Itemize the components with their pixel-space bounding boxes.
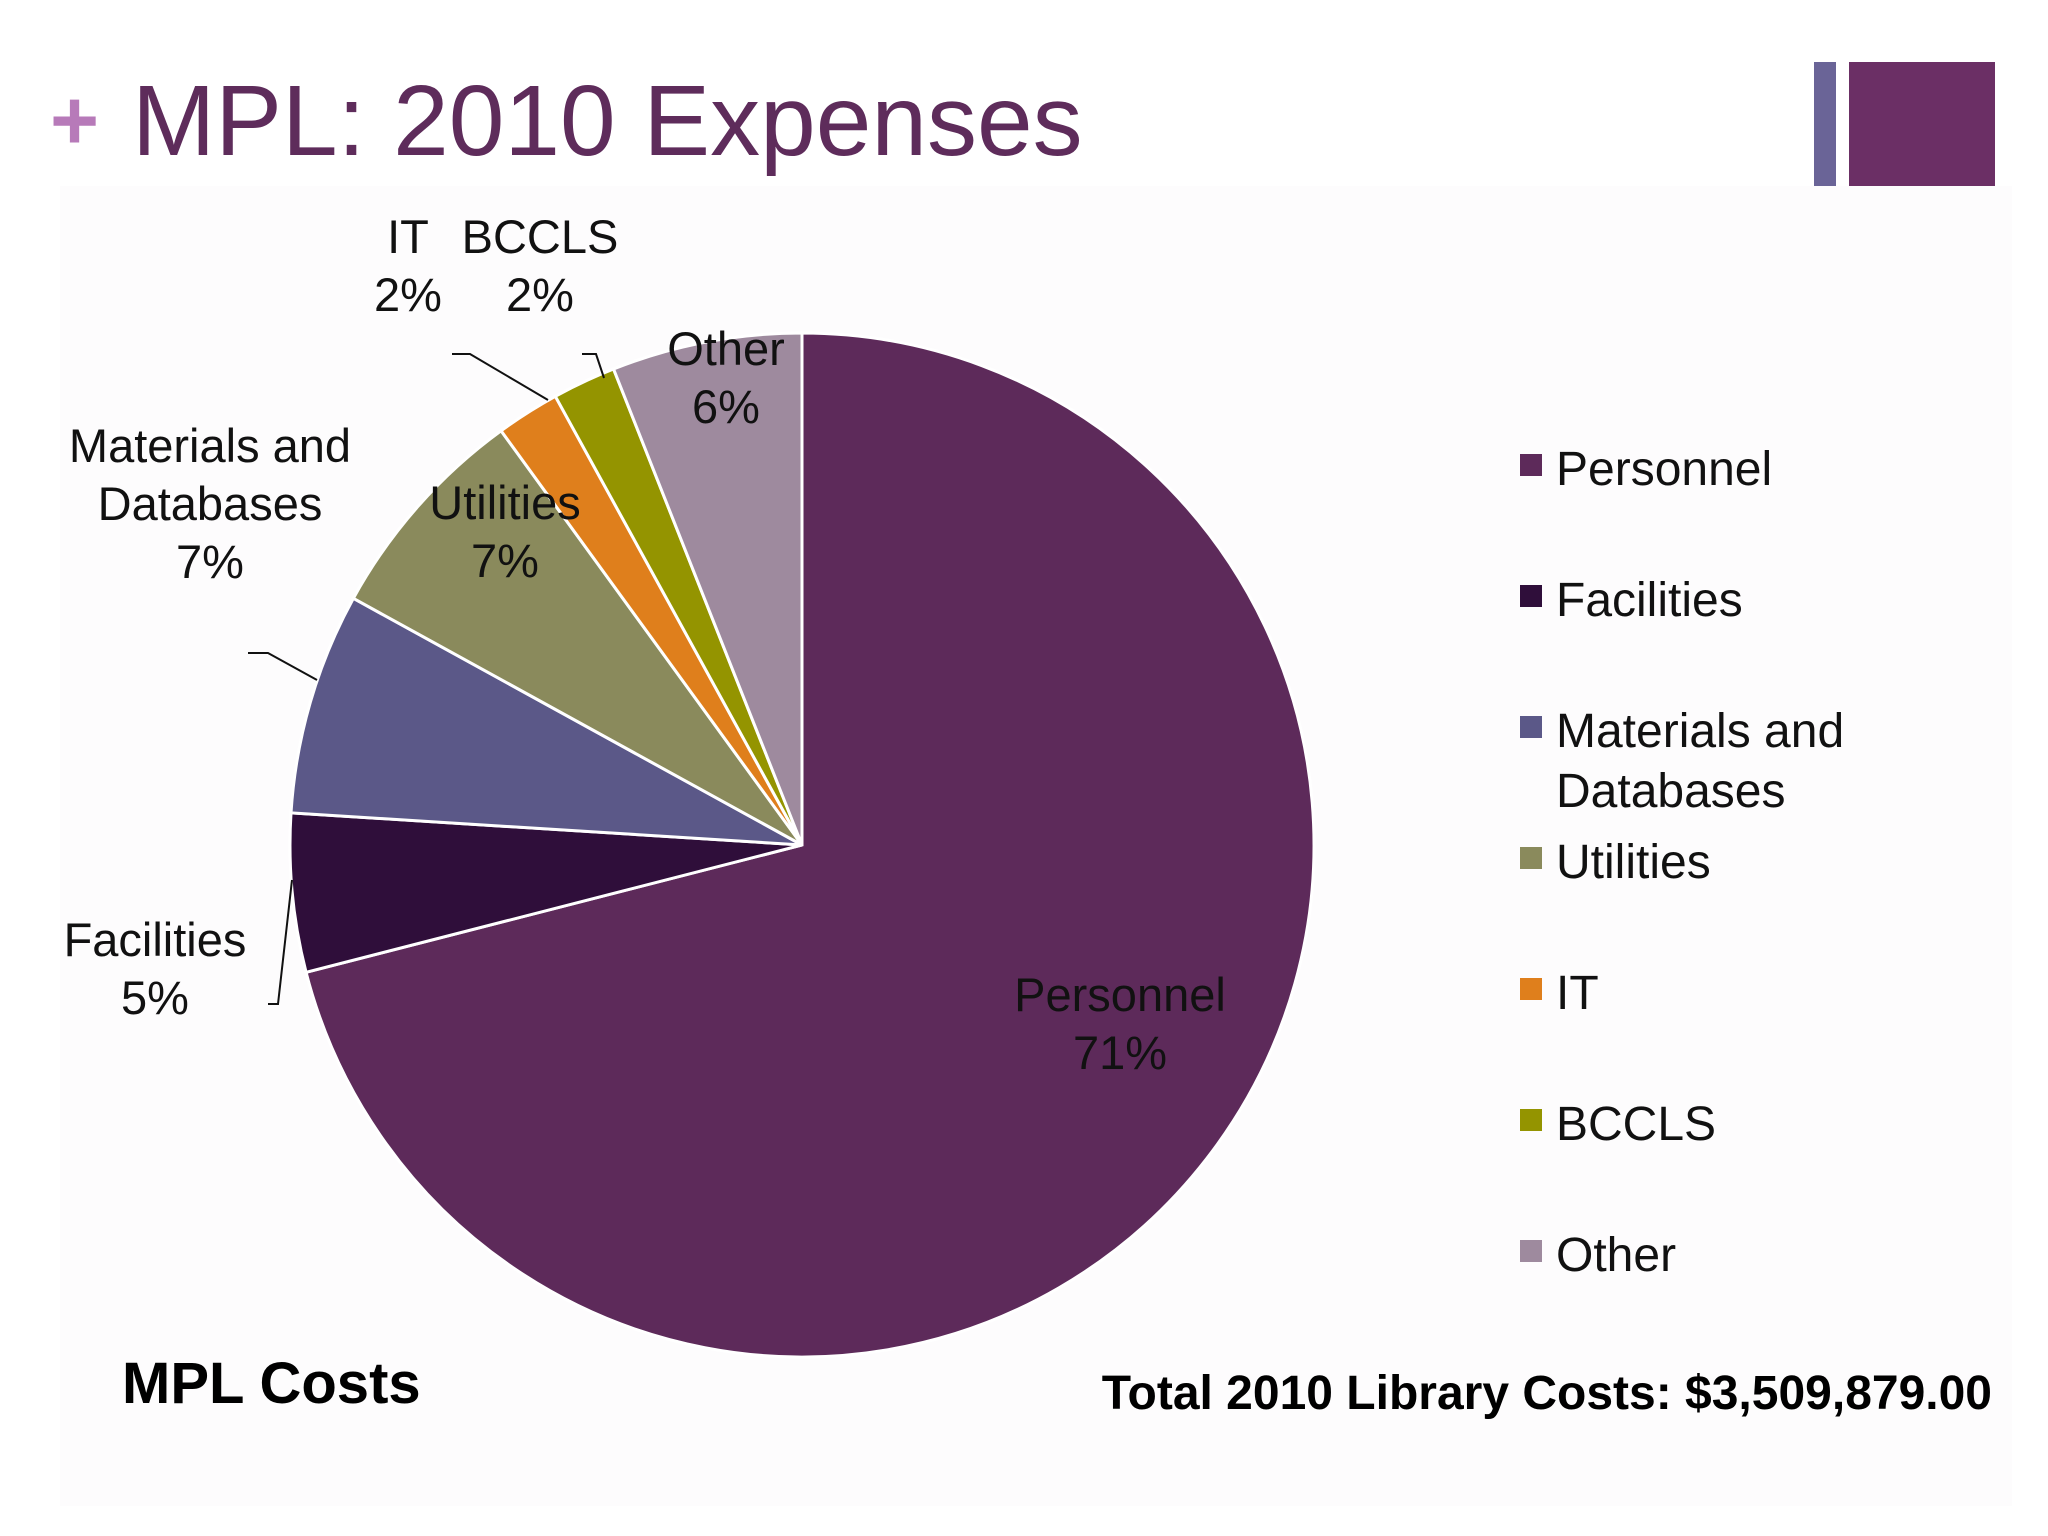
data-label-percent-personnel: 71% bbox=[1073, 1026, 1167, 1079]
pie-slice-other bbox=[611, 331, 804, 846]
pie-slice-materials-and-databases bbox=[289, 596, 803, 847]
legend-label-utilities: Utilities bbox=[1556, 836, 1711, 889]
legend-swatch-materials bbox=[1520, 716, 1542, 738]
pie-slice-utilities bbox=[351, 428, 804, 847]
legend-item-personnel: Personnel bbox=[1520, 440, 1772, 500]
leader-line-it bbox=[452, 353, 549, 401]
legend-item-it: IT bbox=[1520, 964, 1599, 1024]
data-label-name-utilities: Utilities bbox=[429, 476, 580, 529]
data-label-percent-facilities: 5% bbox=[121, 971, 189, 1024]
data-label-percent-utilities: 7% bbox=[471, 534, 539, 587]
data-label-name-bccls: BCCLS bbox=[462, 210, 619, 263]
legend-swatch-other bbox=[1520, 1240, 1542, 1262]
data-label-name-materials-and-databases: Materials and bbox=[69, 419, 351, 472]
data-label-percent-materials-and-databases: 7% bbox=[176, 535, 244, 588]
leader-line-facilities bbox=[268, 879, 293, 1005]
data-label-materials-and-databases: Materials and Databases 7% bbox=[69, 419, 351, 588]
chart-caption: MPL Costs bbox=[122, 1351, 421, 1416]
data-label-personnel: Personnel 71% bbox=[1014, 968, 1226, 1079]
pie-slice-personnel bbox=[304, 331, 1316, 1359]
legend-item-utilities: Utilities bbox=[1520, 833, 1711, 893]
data-label-percent-other: 6% bbox=[692, 380, 760, 433]
data-label-name-personnel: Personnel bbox=[1014, 968, 1226, 1021]
leader-line-bccls bbox=[582, 353, 605, 379]
data-label-other: Other 6% bbox=[667, 322, 785, 433]
legend-swatch-personnel bbox=[1520, 454, 1542, 476]
data-label-it: IT 2% bbox=[374, 210, 442, 321]
legend-label-it: IT bbox=[1556, 967, 1599, 1020]
data-label-name-materials-and-databases: Databases bbox=[98, 477, 323, 530]
data-label-name-it: IT bbox=[387, 210, 429, 263]
data-label-percent-it: 2% bbox=[374, 268, 442, 321]
legend-label-personnel: Personnel bbox=[1556, 443, 1773, 496]
data-label-name-other: Other bbox=[667, 322, 785, 375]
legend-item-materials: Materials and Databases bbox=[1520, 702, 1844, 822]
legend-swatch-utilities bbox=[1520, 847, 1542, 869]
legend-label-materials-line1: Materials and bbox=[1556, 705, 1845, 758]
data-label-facilities: Facilities 5% bbox=[64, 913, 247, 1024]
legend-label-bccls: BCCLS bbox=[1556, 1098, 1717, 1151]
pie-slice-facilities bbox=[288, 811, 803, 975]
legend-swatch-bccls bbox=[1520, 1109, 1542, 1131]
legend-label-other: Other bbox=[1556, 1229, 1677, 1282]
slide-title: MPL: 2010 Expenses bbox=[132, 65, 1083, 177]
legend-swatch-it bbox=[1520, 978, 1542, 1000]
legend-label-materials: Materials and Databases bbox=[1556, 702, 1844, 822]
data-label-bccls: BCCLS 2% bbox=[462, 210, 619, 321]
plus-icon: + bbox=[50, 73, 100, 167]
legend-item-facilities: Facilities bbox=[1520, 571, 1743, 631]
legend-item-bccls: BCCLS bbox=[1520, 1095, 1716, 1155]
data-label-utilities: Utilities 7% bbox=[429, 476, 580, 587]
legend-swatch-facilities bbox=[1520, 585, 1542, 607]
legend-label-materials-line2: Databases bbox=[1556, 765, 1786, 818]
legend-label-facilities: Facilities bbox=[1556, 574, 1743, 627]
total-costs-label: Total 2010 Library Costs: $3,509,879.00 bbox=[1101, 1367, 1992, 1420]
legend-item-other: Other bbox=[1520, 1226, 1676, 1286]
data-label-name-facilities: Facilities bbox=[64, 913, 247, 966]
leader-line-materials-and-databases bbox=[248, 652, 318, 681]
data-label-percent-bccls: 2% bbox=[506, 268, 574, 321]
